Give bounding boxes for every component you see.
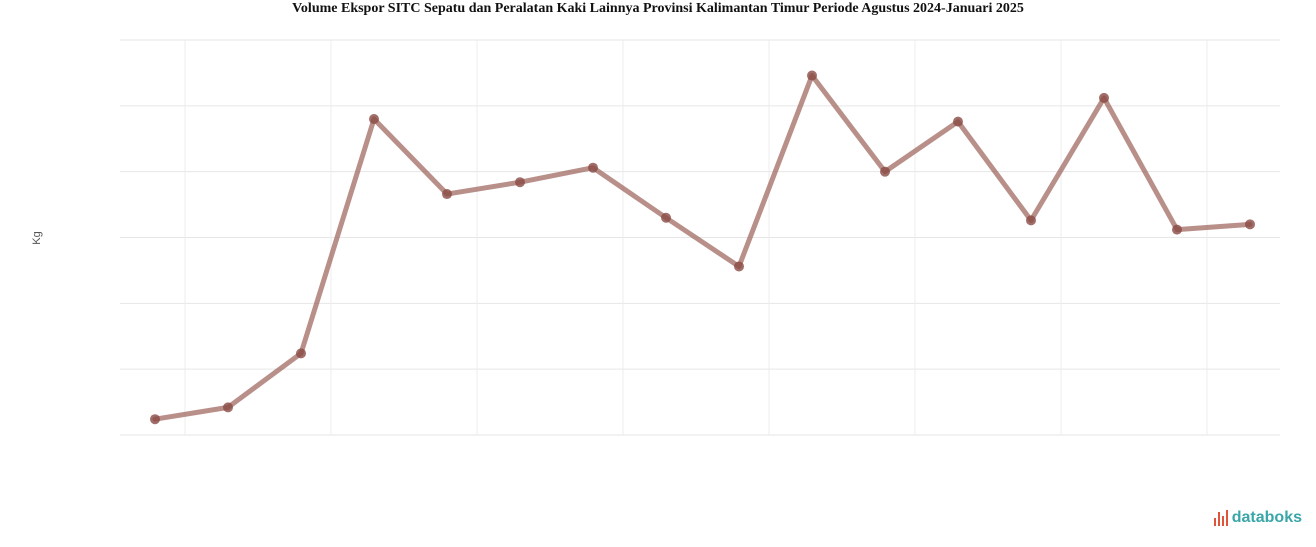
data-point[interactable] bbox=[515, 177, 525, 188]
data-point[interactable] bbox=[1099, 92, 1109, 103]
chart-title: Volume Ekspor SITC Sepatu dan Peralatan … bbox=[292, 1, 1024, 16]
data-point[interactable] bbox=[442, 189, 452, 200]
data-point[interactable] bbox=[588, 162, 598, 173]
data-point[interactable] bbox=[296, 348, 306, 359]
data-point[interactable] bbox=[1026, 215, 1036, 226]
data-point[interactable] bbox=[807, 70, 817, 81]
data-point[interactable] bbox=[661, 212, 671, 223]
y-axis-label: Kg bbox=[31, 231, 43, 244]
series-points bbox=[150, 70, 1255, 425]
data-point[interactable] bbox=[150, 414, 160, 425]
brand-label: databoks bbox=[1231, 509, 1302, 526]
data-point[interactable] bbox=[1245, 219, 1255, 230]
data-point[interactable] bbox=[880, 166, 890, 177]
data-point[interactable] bbox=[369, 114, 379, 124]
data-point[interactable] bbox=[953, 116, 963, 127]
data-point[interactable] bbox=[223, 402, 233, 413]
series-line bbox=[152, 73, 1253, 422]
databoks-logo-icon bbox=[1213, 510, 1228, 526]
data-point[interactable] bbox=[734, 261, 744, 272]
data-point[interactable] bbox=[1172, 224, 1182, 235]
databoks-brand[interactable]: databoks bbox=[1213, 509, 1302, 527]
